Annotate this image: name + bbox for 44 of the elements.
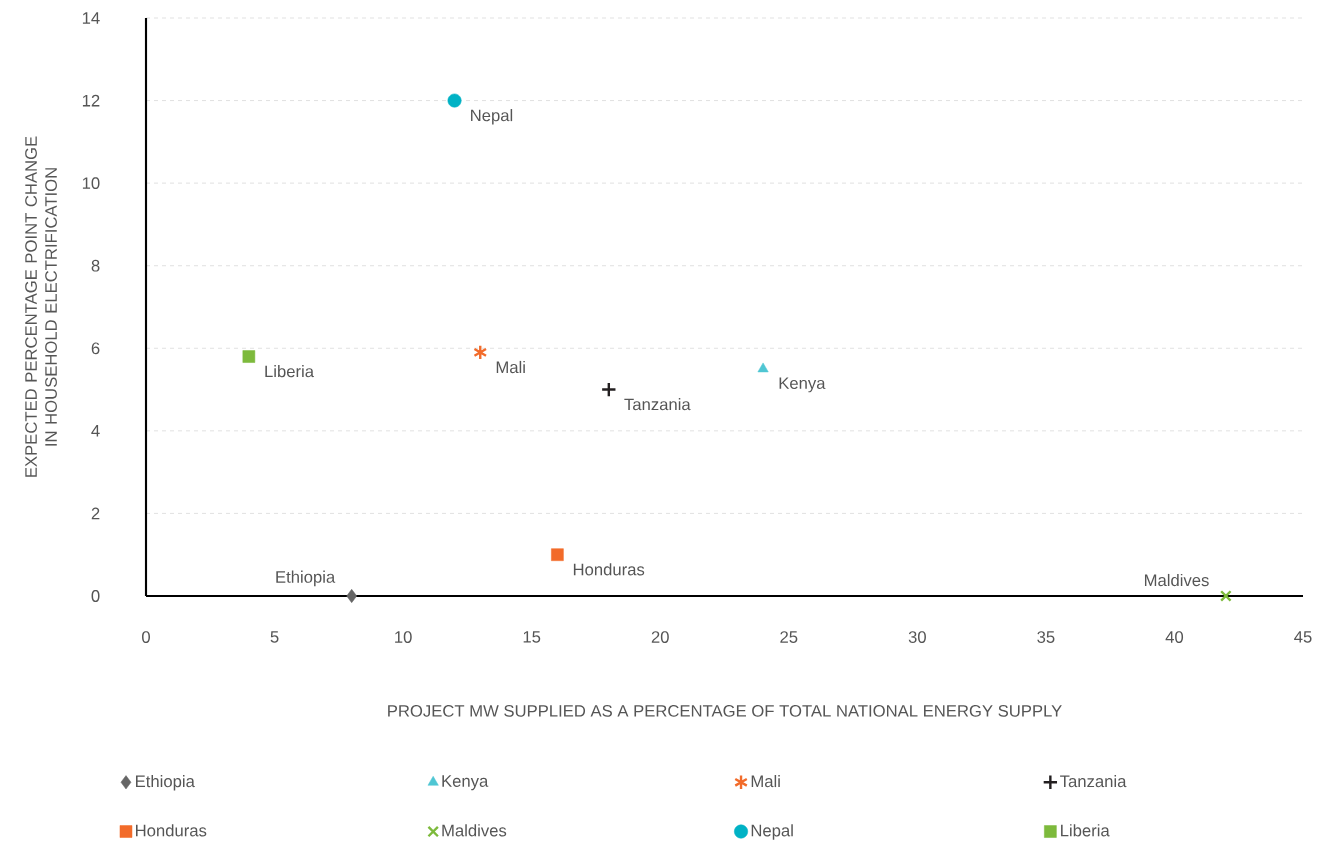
point bbox=[473, 344, 488, 361]
legend-label: Maldives bbox=[442, 824, 507, 837]
point bbox=[757, 362, 769, 373]
x-tick-label: 45 bbox=[1294, 631, 1312, 643]
legend-label: Kenya bbox=[442, 775, 489, 791]
legend-label: Honduras bbox=[136, 824, 207, 837]
y-tick-label: 8 bbox=[91, 259, 100, 272]
point bbox=[1219, 590, 1232, 602]
annotation: Tanzania bbox=[624, 398, 691, 411]
y-tick-label: 0 bbox=[91, 590, 100, 602]
y-tick-label: 12 bbox=[82, 94, 100, 107]
legend-label: Liberia bbox=[1061, 824, 1110, 837]
annotation: Kenya bbox=[779, 377, 826, 393]
y-tick-label: 14 bbox=[82, 12, 100, 24]
annotation: Ethiopia bbox=[276, 570, 336, 587]
point bbox=[551, 548, 564, 561]
y-axis-title: EXPECTED PERCENTAGE POINT CHANGE IN HOUSEHOLD ELECTRIFICATION bbox=[25, 136, 57, 477]
x-tick-label: 20 bbox=[651, 631, 669, 643]
annotation: Maldives bbox=[1144, 573, 1209, 587]
point bbox=[447, 93, 462, 108]
x-tick-label: 30 bbox=[908, 631, 926, 643]
point bbox=[346, 589, 357, 603]
x-tick-label: 5 bbox=[270, 631, 279, 643]
y-tick-label: 2 bbox=[91, 507, 100, 520]
annotation: Nepal bbox=[471, 109, 513, 125]
legend-label: Nepal bbox=[751, 824, 793, 840]
x-tick-label: 35 bbox=[1037, 631, 1055, 643]
annotation: Mali bbox=[496, 360, 525, 374]
y-tick-label: 6 bbox=[91, 342, 100, 355]
x-tick-label: 0 bbox=[142, 631, 150, 643]
legend-label: Mali bbox=[751, 774, 780, 788]
legend-label: Ethiopia bbox=[136, 774, 195, 791]
x-tick-label: 40 bbox=[1165, 631, 1184, 643]
annotation: Liberia bbox=[265, 365, 315, 378]
legend-label: Tanzania bbox=[1060, 774, 1127, 788]
x-tick-label: 10 bbox=[395, 631, 412, 643]
point bbox=[242, 350, 256, 363]
y-tick-label: 10 bbox=[82, 177, 100, 190]
x-tick-label: 25 bbox=[780, 631, 798, 643]
x-axis-title: PROJECT MW SUPPLIED AS A PERCENTAGE OF TOTAL NATIONAL ENERGY SUPPLY bbox=[388, 705, 1062, 717]
x-tick-label: 15 bbox=[523, 631, 541, 643]
annotation: Honduras bbox=[573, 563, 645, 576]
y-tick-label: 4 bbox=[91, 425, 100, 437]
point bbox=[600, 381, 617, 398]
